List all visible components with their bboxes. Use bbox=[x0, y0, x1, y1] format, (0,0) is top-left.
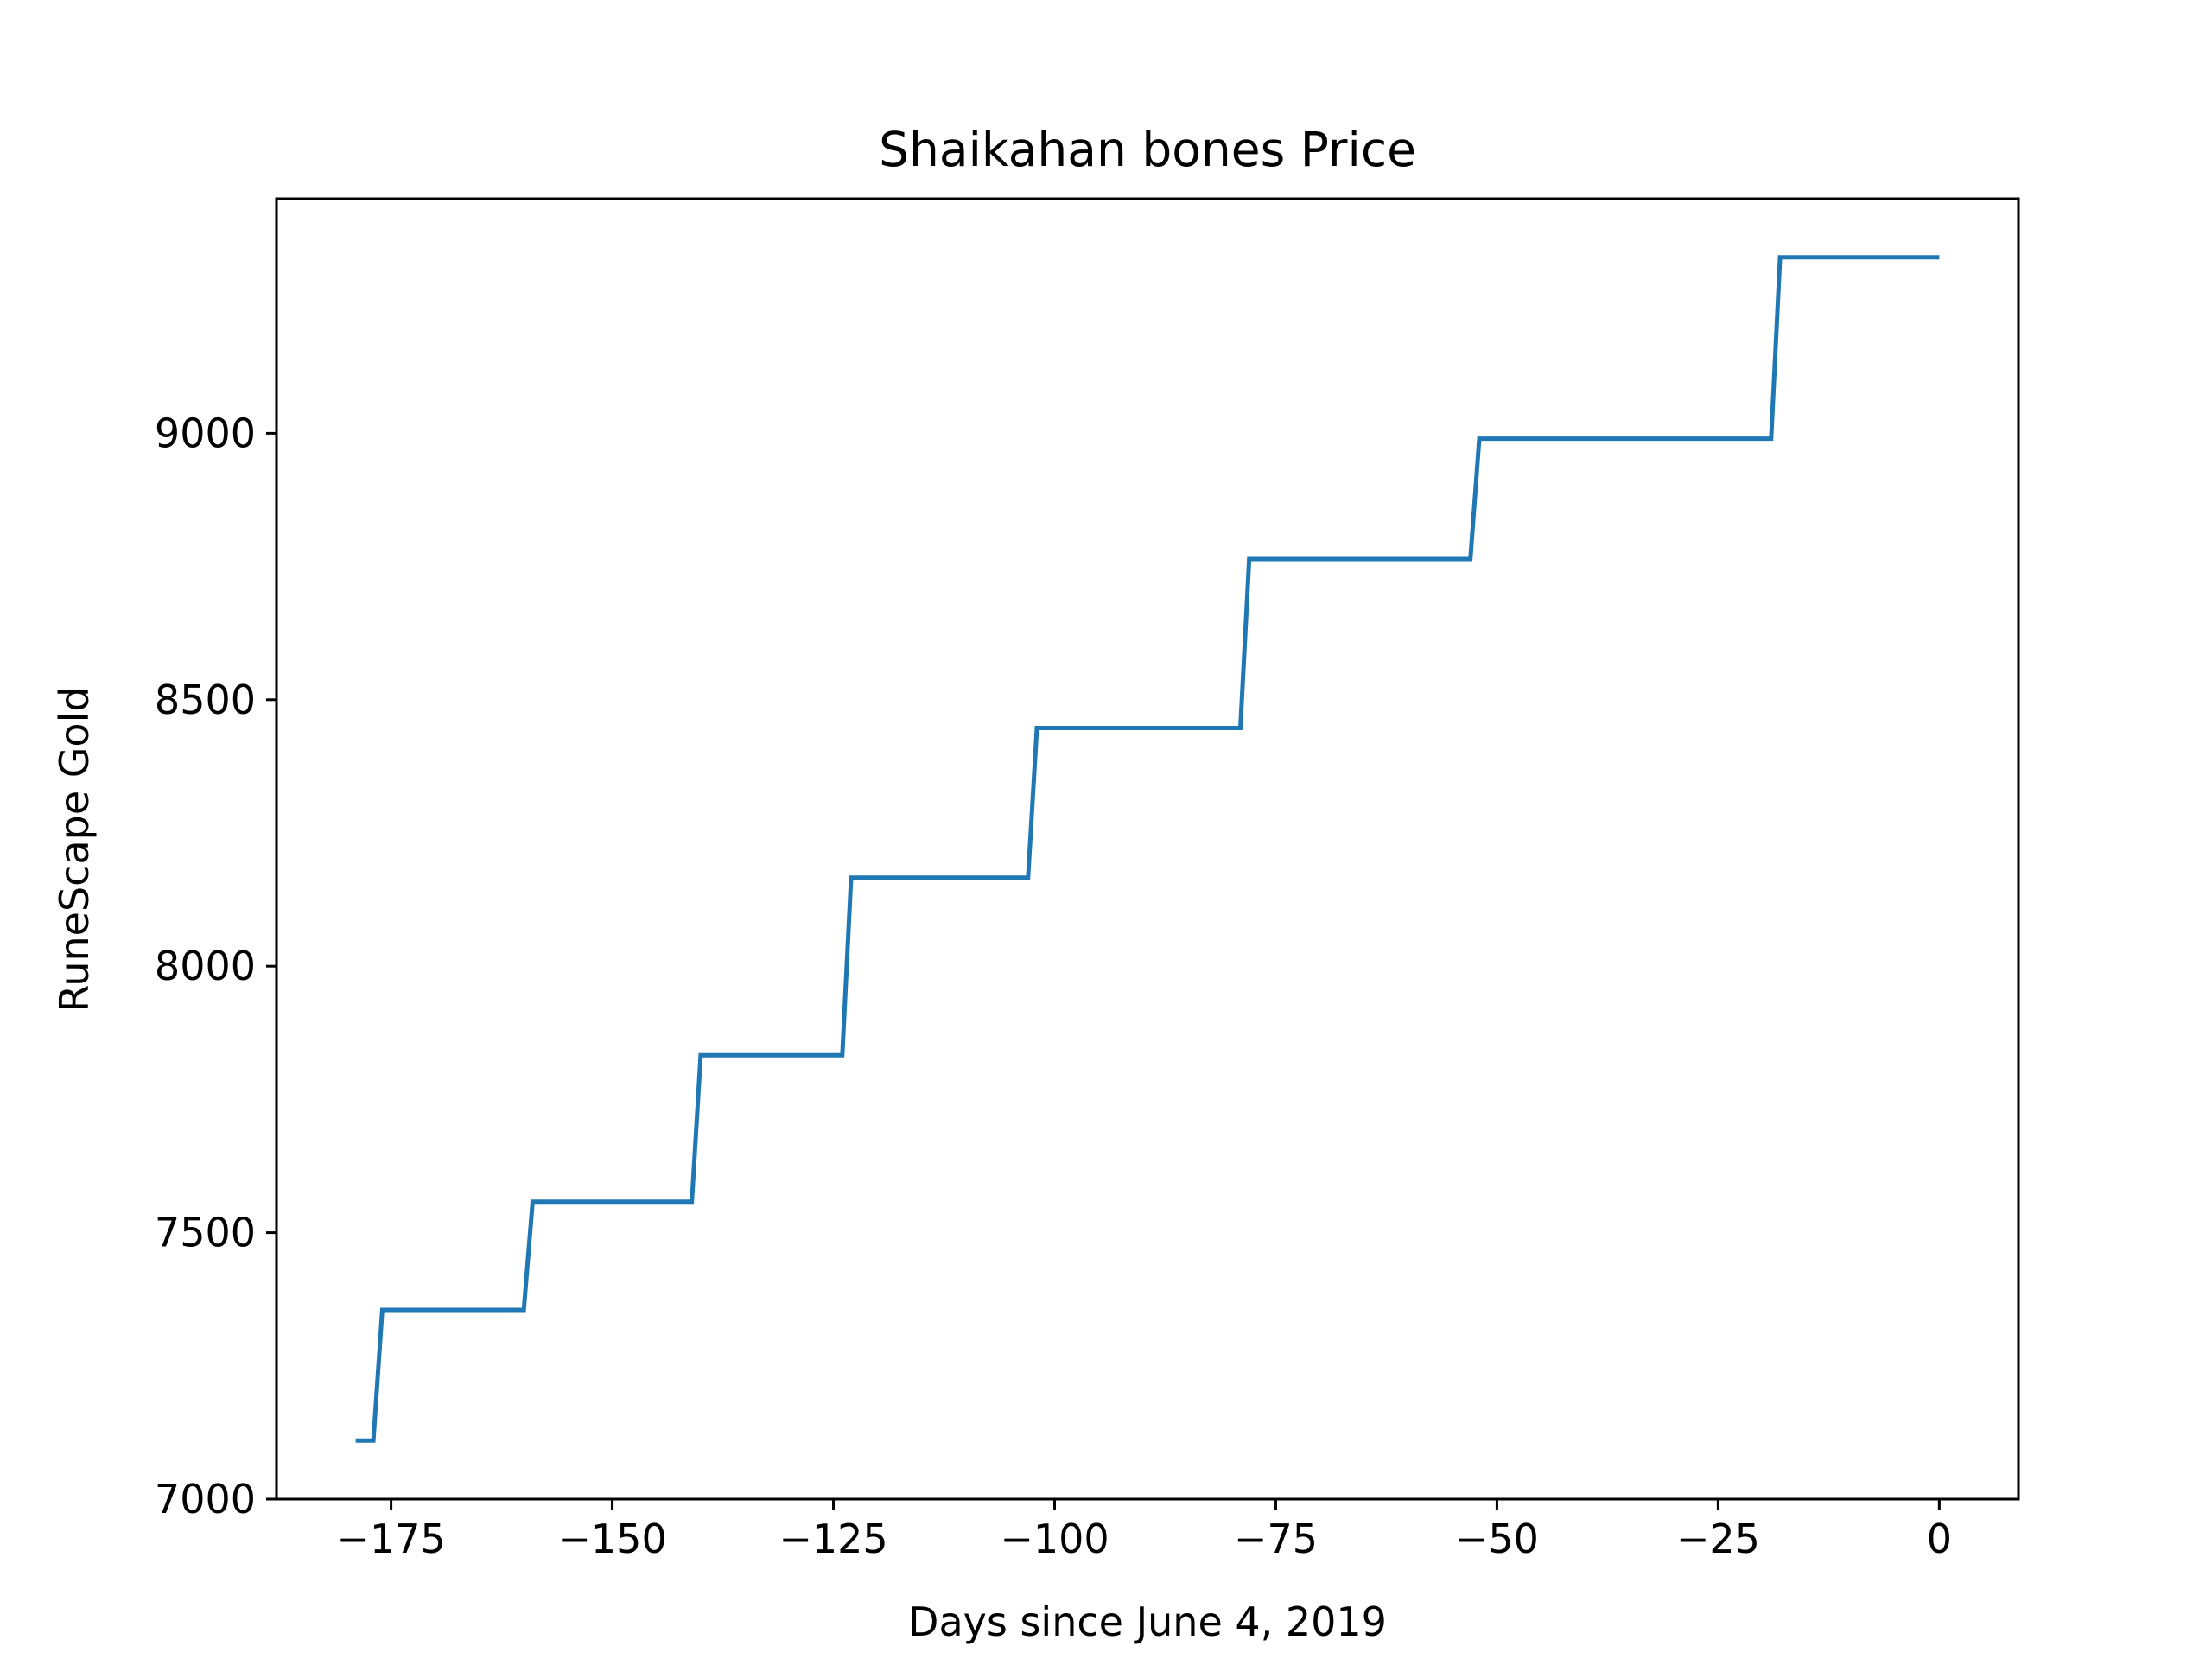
x-tick-label: −100 bbox=[1000, 1516, 1109, 1562]
y-tick-label: 8000 bbox=[155, 943, 256, 989]
x-tick-label: −50 bbox=[1455, 1516, 1539, 1562]
x-tick-label: −175 bbox=[336, 1516, 445, 1562]
series-line-0 bbox=[355, 255, 1940, 1443]
y-axis-ticks: 7000 7500 8000 8500 9000 bbox=[155, 410, 276, 1522]
y-tick-label: 8500 bbox=[155, 677, 256, 723]
x-tick-label: −150 bbox=[557, 1516, 666, 1562]
x-tick-label: −25 bbox=[1676, 1516, 1760, 1562]
y-tick-label: 7500 bbox=[155, 1210, 256, 1256]
x-tick-label: −125 bbox=[779, 1516, 887, 1562]
series-layer bbox=[355, 255, 1940, 1443]
chart-title: Shaikahan bones Price bbox=[879, 122, 1416, 177]
y-axis-label: RuneScape Gold bbox=[51, 686, 98, 1012]
y-tick-label: 9000 bbox=[155, 410, 256, 456]
x-axis-ticks: −175 −150 −125 −100 −75 −50 −25 0 bbox=[336, 1499, 1952, 1562]
x-axis-label: Days since June 4, 2019 bbox=[908, 1599, 1387, 1645]
y-tick-label: 7000 bbox=[155, 1476, 256, 1522]
x-tick-label: 0 bbox=[1927, 1516, 1952, 1562]
x-tick-label: −75 bbox=[1234, 1516, 1318, 1562]
plot-frame bbox=[275, 197, 2020, 1501]
